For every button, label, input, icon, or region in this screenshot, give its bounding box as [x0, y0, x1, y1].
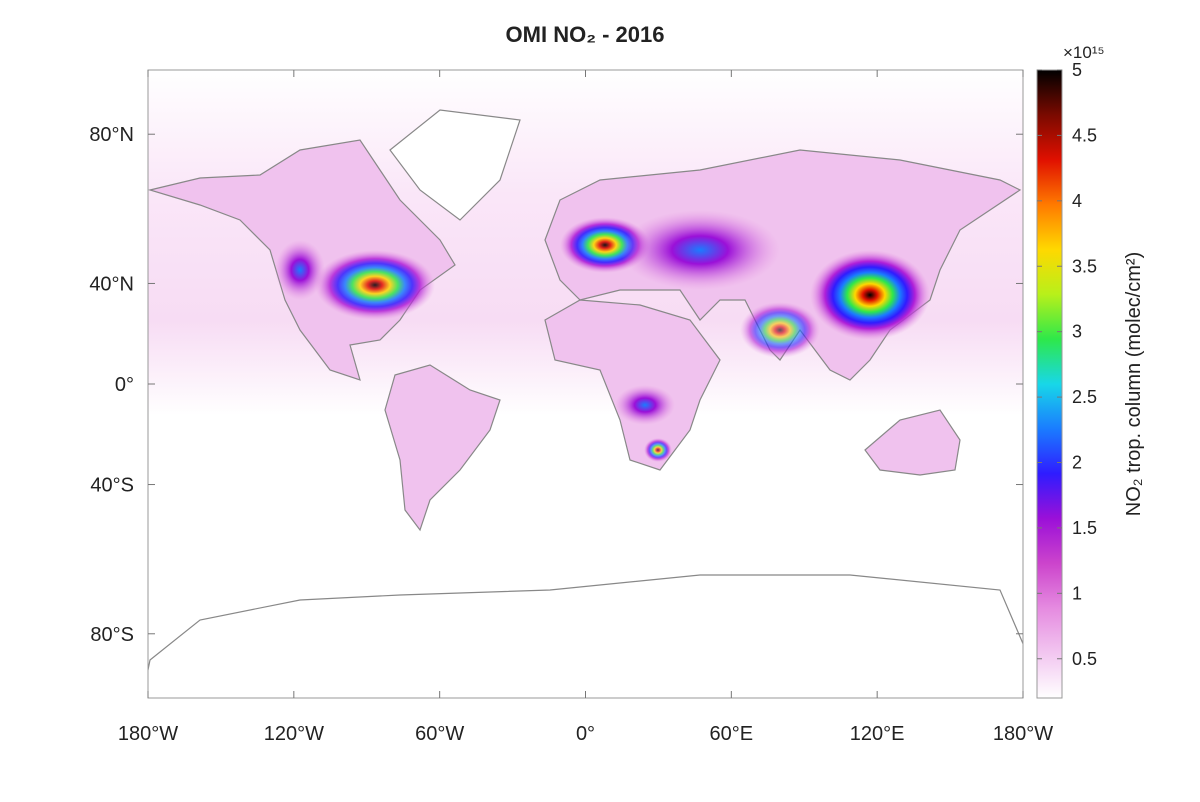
colorbar-tick-label: 2.5 — [1072, 387, 1097, 407]
x-tick-label: 120°E — [850, 723, 905, 745]
africa — [544, 299, 721, 471]
colorbar-tick-label: 4.5 — [1072, 125, 1097, 145]
greenland — [389, 109, 521, 221]
hotspot — [644, 438, 672, 462]
x-tick-label: 120°W — [264, 723, 324, 745]
x-tick-label: 0° — [576, 723, 595, 745]
y-tick-label: 40°S — [90, 475, 134, 497]
hotspot — [740, 302, 820, 358]
hotspot — [620, 210, 780, 290]
colorbar-label: NO₂ trop. column (molec/cm²) — [1123, 252, 1145, 516]
y-tick-label: 40°N — [89, 273, 134, 295]
x-tick-label: 60°E — [710, 723, 754, 745]
eurasia — [544, 149, 1022, 381]
chart-title: OMI NO₂ - 2016 — [506, 22, 665, 47]
map-layer — [148, 70, 1023, 698]
colorbar — [1036, 69, 1063, 699]
hotspot — [275, 240, 325, 300]
colorbar-tick-label: 4 — [1072, 191, 1082, 211]
colorbar-tick-label: 2 — [1072, 453, 1082, 473]
x-tick-label: 60°W — [415, 723, 464, 745]
colorbar-tick-label: 1 — [1072, 583, 1082, 603]
colorbar-multiplier: ×10¹⁵ — [1063, 43, 1105, 62]
colorbar-tick-label: 0.5 — [1072, 649, 1097, 669]
colorbar-tick-label: 3 — [1072, 322, 1082, 342]
x-tick-label: 180°W — [118, 723, 178, 745]
y-tick-label: 0° — [115, 374, 134, 396]
australia — [864, 409, 961, 476]
colorbar-tick-label: 1.5 — [1072, 518, 1097, 538]
south-america — [384, 364, 501, 532]
antarctica — [148, 574, 1023, 698]
colorbar-tick-label: 5 — [1072, 60, 1082, 80]
x-tick-label: 180°W — [993, 723, 1053, 745]
hotspot — [315, 250, 435, 320]
hotspots — [275, 210, 930, 462]
hotspot — [615, 385, 675, 425]
y-tick-label: 80°N — [89, 124, 134, 146]
hotspot — [810, 250, 930, 340]
colorbar-tick-label: 3.5 — [1072, 256, 1097, 276]
y-tick-label: 80°S — [90, 624, 134, 646]
